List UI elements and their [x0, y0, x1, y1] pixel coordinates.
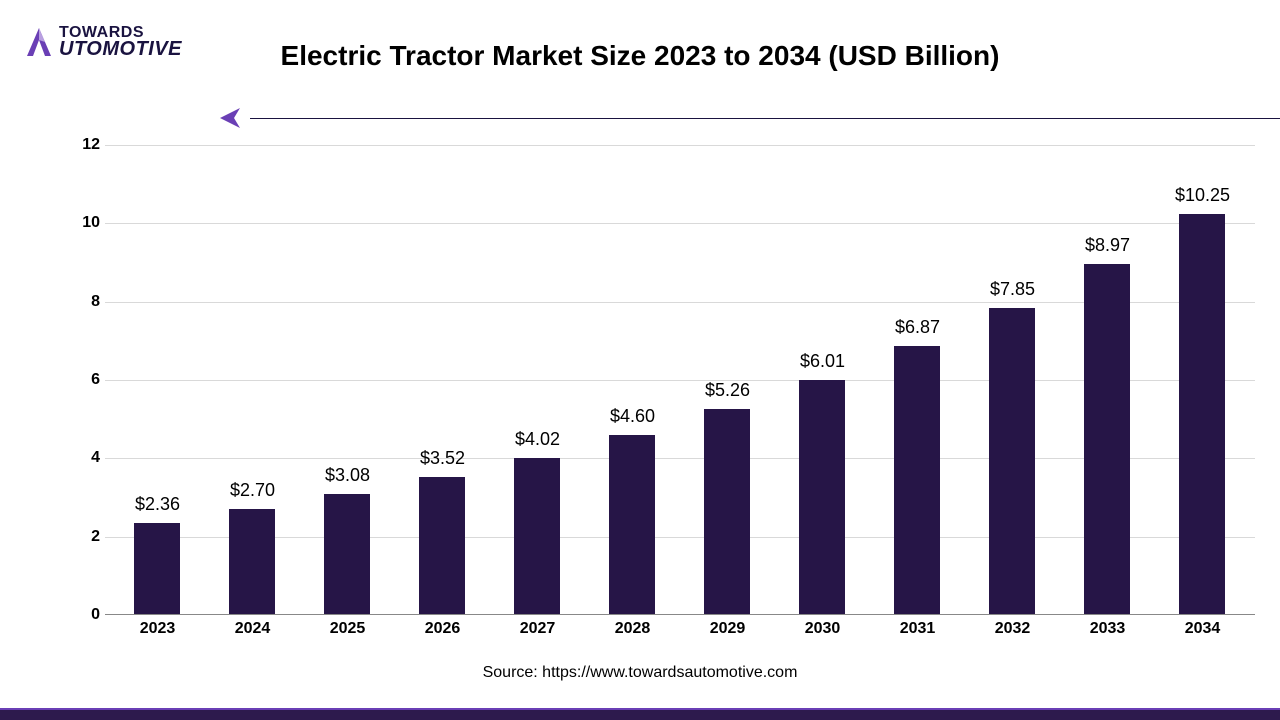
bar-group: $6.01	[775, 380, 870, 615]
y-tick: 4	[50, 449, 100, 467]
bar	[134, 523, 180, 615]
bar-group: $7.85	[965, 308, 1060, 615]
bar-group: $6.87	[870, 346, 965, 615]
bar-value-label: $4.60	[610, 406, 655, 427]
bar-value-label: $4.02	[515, 429, 560, 450]
bar-group: $10.25	[1155, 214, 1250, 615]
bar	[799, 380, 845, 615]
bar-value-label: $3.08	[325, 465, 370, 486]
y-tick: 2	[50, 528, 100, 546]
bar-group: $4.60	[585, 435, 680, 615]
bar-chart: 024681012 $2.36$2.70$3.08$3.52$4.02$4.60…	[105, 145, 1255, 615]
bar	[1084, 264, 1130, 615]
bar-group: $8.97	[1060, 264, 1155, 615]
bar	[704, 409, 750, 615]
bar	[514, 458, 560, 615]
x-axis-line	[105, 614, 1255, 615]
y-tick: 10	[50, 214, 100, 232]
x-tick-label: 2032	[965, 620, 1060, 638]
bar	[419, 477, 465, 615]
x-tick-label: 2034	[1155, 620, 1250, 638]
bar-value-label: $6.01	[800, 351, 845, 372]
y-tick: 8	[50, 293, 100, 311]
bar-group: $2.70	[205, 509, 300, 615]
x-axis-labels: 2023202420252026202720282029203020312032…	[105, 620, 1255, 638]
x-tick-label: 2024	[205, 620, 300, 638]
bar-group: $2.36	[110, 523, 205, 615]
bar-value-label: $10.25	[1175, 185, 1230, 206]
bar-value-label: $5.26	[705, 380, 750, 401]
header-divider	[250, 118, 1280, 119]
chart-title: Electric Tractor Market Size 2023 to 203…	[0, 40, 1280, 72]
x-tick-label: 2027	[490, 620, 585, 638]
y-tick: 0	[50, 606, 100, 624]
bar-value-label: $7.85	[990, 279, 1035, 300]
bar-group: $4.02	[490, 458, 585, 615]
arrow-left-icon	[220, 106, 248, 135]
bar-value-label: $2.36	[135, 494, 180, 515]
y-axis: 024681012	[50, 145, 100, 615]
x-tick-label: 2026	[395, 620, 490, 638]
bar-group: $3.08	[300, 494, 395, 615]
bar-group: $5.26	[680, 409, 775, 615]
source-text: Source: https://www.towardsautomotive.co…	[0, 664, 1280, 682]
x-tick-label: 2030	[775, 620, 870, 638]
bar	[324, 494, 370, 615]
x-tick-label: 2031	[870, 620, 965, 638]
x-tick-label: 2025	[300, 620, 395, 638]
footer-bar	[0, 708, 1280, 720]
bar	[894, 346, 940, 615]
x-tick-label: 2029	[680, 620, 775, 638]
y-tick: 12	[50, 136, 100, 154]
bars-container: $2.36$2.70$3.08$3.52$4.02$4.60$5.26$6.01…	[105, 145, 1255, 615]
bar-value-label: $3.52	[420, 448, 465, 469]
bar-group: $3.52	[395, 477, 490, 615]
x-tick-label: 2033	[1060, 620, 1155, 638]
bar-value-label: $6.87	[895, 317, 940, 338]
bar-value-label: $2.70	[230, 480, 275, 501]
bar	[989, 308, 1035, 615]
bar	[1179, 214, 1225, 615]
x-tick-label: 2023	[110, 620, 205, 638]
x-tick-label: 2028	[585, 620, 680, 638]
bar-value-label: $8.97	[1085, 235, 1130, 256]
y-tick: 6	[50, 371, 100, 389]
bar	[609, 435, 655, 615]
bar	[229, 509, 275, 615]
